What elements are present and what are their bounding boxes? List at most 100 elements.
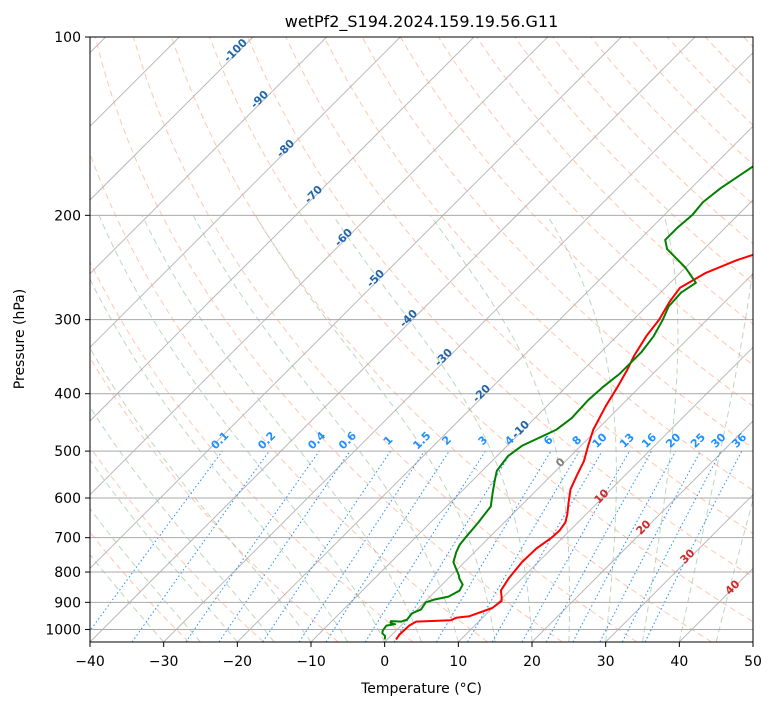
dry-adiabat-line — [90, 356, 339, 642]
mixing-ratio-label: 8 — [570, 433, 585, 448]
moist-adiabat-label: 20 — [634, 517, 654, 537]
mixing-ratio-label: 1 — [381, 433, 396, 448]
isotherm-line — [531, 420, 753, 642]
x-axis: −40 −30 −20 −10 0 10 20 30 40 50 — [75, 642, 762, 670]
dry-adiabat-label: -80 — [274, 137, 297, 160]
mixing-ratio-line — [325, 450, 450, 642]
moist-adiabat-line — [90, 406, 275, 642]
moist-adiabat-line — [332, 215, 533, 642]
mixing-ratio-line — [644, 450, 743, 642]
dry-adiabat-line — [704, 37, 753, 87]
mixing-ratio-label: 3 — [476, 433, 491, 448]
mixing-ratio-label: 0.1 — [208, 429, 231, 452]
isotherm-line — [236, 125, 753, 642]
isotherm-line — [90, 37, 475, 422]
moist-adiabat-line — [678, 263, 753, 642]
mixing-ratio-line — [218, 450, 351, 642]
dry-adiabat-line — [90, 531, 190, 642]
isotherm-line — [384, 272, 753, 642]
dry-adiabat-line — [437, 37, 753, 366]
y-tick-label: 300 — [54, 313, 81, 329]
moist-adiabat-line — [90, 507, 201, 642]
mixing-ratio-line — [435, 450, 552, 642]
y-tick-label: 100 — [54, 30, 81, 46]
dry-adiabat-line — [94, 37, 563, 642]
isotherm-line — [90, 37, 254, 201]
mixing-ratio-line — [131, 450, 270, 642]
moist-adiabat-line — [90, 459, 238, 642]
isotherm-line — [457, 346, 753, 642]
chart-title: wetPf2_S194.2024.159.19.56.G11 — [285, 12, 559, 32]
x-tick-label: 40 — [670, 654, 688, 670]
isotherm-line — [90, 37, 622, 570]
mixing-ratio-line — [298, 450, 425, 642]
moist-adiabat-label: 0 — [553, 455, 568, 470]
temperature-profile-line — [395, 253, 753, 641]
plot-frame — [89, 36, 754, 643]
mixing-ratio-label: 16 — [639, 430, 659, 450]
x-tick-label: 30 — [597, 654, 615, 670]
dry-adiabat-line — [552, 37, 753, 245]
mixing-ratio-label: 25 — [688, 431, 708, 451]
mixing-ratio-label: 0.4 — [305, 429, 328, 452]
mixing-ratio-line — [185, 450, 320, 642]
moist-adiabat-line — [141, 215, 422, 642]
moist-adiabat-line — [90, 553, 165, 642]
moist-adiabat-line — [429, 215, 571, 642]
x-tick-label: −40 — [75, 654, 105, 670]
dry-adiabat-line — [323, 37, 753, 491]
dry-adiabat-line — [247, 37, 753, 578]
isotherm-line — [90, 37, 696, 642]
mixing-ratio-label: 0.2 — [255, 429, 278, 452]
mixing-ratio-line — [521, 450, 630, 642]
y-tick-label: 800 — [54, 565, 81, 581]
dry-adiabat-line — [514, 37, 753, 285]
dry-adiabat-label: -90 — [248, 88, 271, 111]
mixing-ratio-line — [393, 450, 513, 642]
y-axis: 100 200 300 400 500 600 700 800 900 1000 — [45, 30, 90, 638]
dry-adiabat-line — [90, 152, 488, 642]
y-tick-label: 900 — [54, 595, 81, 611]
dry-adiabat-label: -10 — [509, 418, 532, 441]
x-tick-label: −20 — [223, 654, 253, 670]
x-tick-label: 50 — [744, 654, 762, 670]
y-tick-label: 200 — [54, 208, 81, 224]
mixing-ratio-line — [90, 450, 223, 632]
x-tick-label: −10 — [296, 654, 326, 670]
x-axis-label: Temperature (°C) — [360, 681, 482, 697]
mixing-ratio-line — [262, 450, 392, 642]
dry-adiabat-line — [90, 260, 414, 642]
y-tick-label: 500 — [54, 444, 81, 460]
moist-adiabat-line — [642, 215, 679, 642]
moist-adiabat-label: 40 — [723, 577, 743, 597]
dry-adiabat-label: -40 — [397, 307, 420, 330]
mixing-ratio-label: 2 — [439, 433, 454, 448]
mixing-ratio-label: 0.6 — [336, 429, 359, 452]
dry-adiabat-line — [171, 37, 712, 642]
moist-adiabat-line — [98, 215, 386, 642]
y-tick-label: 700 — [54, 531, 81, 547]
mixing-ratio-line — [545, 450, 653, 642]
x-tick-label: 0 — [380, 654, 389, 670]
mixing-ratio-line — [364, 450, 486, 642]
background-lines — [90, 37, 753, 642]
isotherm-line — [752, 641, 753, 642]
isotherm-line — [605, 493, 753, 642]
dry-adiabat-label: -30 — [432, 346, 455, 369]
dry-adiabat-label: -60 — [332, 226, 355, 249]
dry-adiabat-line — [90, 446, 264, 642]
isotherm-line — [90, 37, 401, 349]
dry-adiabat-line — [476, 37, 753, 325]
y-tick-label: 1000 — [45, 622, 81, 638]
isoline-labels: -100-90-80-70-60-50-40-30-20-10010203040… — [208, 36, 749, 598]
moist-adiabat-line — [90, 347, 312, 642]
x-tick-label: 20 — [523, 654, 541, 670]
isotherm-line — [163, 51, 753, 642]
mixing-ratio-line — [572, 450, 677, 642]
dry-adiabat-line — [285, 37, 753, 535]
dry-adiabat-label: -100 — [221, 36, 250, 65]
dry-adiabat-label: -70 — [302, 183, 325, 206]
mixing-ratio-label: 13 — [617, 431, 637, 451]
isotherm-line — [90, 37, 549, 496]
dry-adiabat-line — [132, 37, 638, 642]
